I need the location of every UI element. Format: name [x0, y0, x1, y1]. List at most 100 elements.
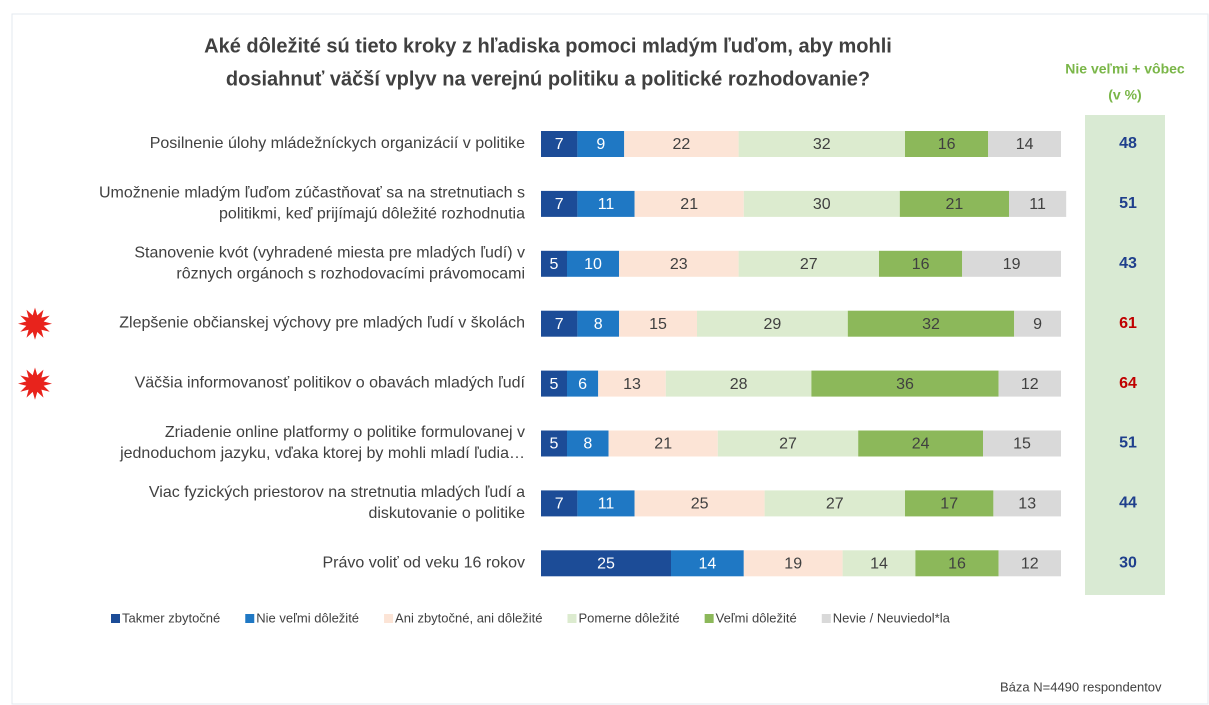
- side-column-value: 43: [1119, 255, 1137, 272]
- bar-segment: [764, 490, 905, 517]
- bar-value-label: 13: [1018, 496, 1036, 513]
- bar-value-label: 9: [1033, 316, 1042, 333]
- legend-swatch: [821, 614, 831, 623]
- bar-segment: [879, 250, 963, 277]
- bar-segment: [905, 131, 989, 157]
- bar-value-label: 5: [550, 376, 559, 393]
- bar-segment: [899, 190, 1009, 217]
- side-column-title: Nie veľmi + vôbec: [1065, 61, 1185, 77]
- bar-value-label: 15: [649, 316, 667, 333]
- bar-value-label: 12: [1021, 556, 1039, 573]
- bar-segment: [671, 550, 744, 577]
- bar-segment: [577, 131, 625, 157]
- bar-value-label: 15: [1013, 436, 1031, 453]
- bar-segment: [858, 430, 983, 457]
- legend-label: Takmer zbytočné: [122, 610, 220, 625]
- legend-label: Ani zbytočné, ani dôležité: [395, 610, 542, 625]
- bar-segment: [1009, 190, 1067, 217]
- bar-segment: [998, 550, 1061, 577]
- bar-segment: [541, 430, 567, 457]
- legend-swatch: [245, 614, 255, 623]
- bar-segment: [634, 190, 744, 217]
- highlight-star: [18, 367, 52, 400]
- bar-value-label: 7: [555, 136, 564, 153]
- legend-swatch: [111, 614, 120, 623]
- bar-segment: [842, 550, 916, 577]
- bar-value-label: 14: [1016, 136, 1034, 153]
- bar-value-label: 8: [594, 316, 603, 333]
- category-label: Právo voliť od veku 16 rokov: [322, 555, 525, 572]
- legend-label: Veľmi dôležité: [716, 610, 797, 625]
- side-column-value: 61: [1119, 315, 1137, 332]
- side-column-value: 51: [1119, 195, 1137, 212]
- bar-segment: [915, 550, 999, 577]
- bar-value-label: 13: [623, 376, 641, 393]
- legend-label: Pomerne dôležité: [578, 610, 679, 625]
- bar-segment: [619, 250, 739, 277]
- side-column-value: 44: [1119, 495, 1137, 512]
- bar-segment: [541, 310, 578, 337]
- bar-value-label: 5: [550, 256, 559, 273]
- footnote: Báza N=4490 respondentov: [1000, 679, 1162, 694]
- bar-segment: [697, 310, 848, 337]
- bar-segment: [541, 370, 567, 397]
- bar-value-label: 21: [946, 196, 964, 213]
- category-label: Väčšia informovanosť politikov o obavách…: [135, 375, 526, 392]
- side-column-value: 51: [1119, 435, 1137, 452]
- bar-segment: [619, 310, 697, 337]
- bar-segment: [541, 490, 578, 517]
- bar-segment: [567, 430, 609, 457]
- bar-value-label: 19: [1003, 256, 1021, 273]
- bar-segment: [541, 250, 567, 277]
- bar-value-label: 7: [555, 316, 564, 333]
- bar-value-label: 25: [691, 496, 709, 513]
- bar-value-label: 28: [730, 376, 748, 393]
- bar-segment: [998, 370, 1061, 397]
- bar-value-label: 7: [555, 496, 564, 513]
- bar-value-label: 11: [598, 196, 615, 213]
- bar-segment: [541, 550, 671, 577]
- bar-value-label: 21: [680, 196, 698, 213]
- bar-segment: [738, 131, 905, 157]
- bar-segment: [988, 131, 1061, 157]
- legend-label: Nie veľmi dôležité: [256, 610, 359, 625]
- bar-segment: [743, 190, 900, 217]
- bar-segment: [743, 550, 843, 577]
- bar-value-label: 27: [826, 496, 844, 513]
- category-label: Zriadenie online platformy o politike fo…: [119, 424, 525, 462]
- category-label: Zlepšenie občianskej výchovy pre mladých…: [119, 315, 525, 332]
- bar-value-label: 27: [800, 256, 818, 273]
- legend-swatch: [704, 614, 714, 623]
- bar-segment: [634, 490, 765, 517]
- bar-segment: [962, 250, 1061, 277]
- bar-segment: [541, 131, 578, 157]
- bar-value-label: 14: [870, 556, 888, 573]
- side-column-value: 48: [1119, 135, 1137, 152]
- bar-segment: [598, 370, 666, 397]
- bar-value-label: 6: [578, 376, 587, 393]
- category-label: Posilnenie úlohy mládežníckych organizác…: [150, 135, 525, 152]
- bar-segment: [608, 430, 718, 457]
- bar-value-label: 8: [583, 436, 592, 453]
- bar-segment: [577, 310, 619, 337]
- bar-value-label: 22: [673, 136, 691, 153]
- bar-value-label: 16: [912, 256, 930, 273]
- category-label: Umožnenie mladým ľuďom zúčastňovať sa na…: [99, 185, 525, 223]
- bar-segment: [811, 370, 999, 397]
- side-column-bg: [1085, 115, 1165, 595]
- bar-value-label: 29: [764, 316, 782, 333]
- bar-value-label: 5: [550, 436, 559, 453]
- bar-value-label: 36: [896, 376, 914, 393]
- legend-swatch: [567, 614, 577, 623]
- bar-value-label: 32: [813, 136, 831, 153]
- bar-segment: [717, 430, 859, 457]
- legend-swatch: [384, 614, 394, 623]
- bar-segment: [665, 370, 812, 397]
- bar-segment: [541, 190, 578, 217]
- legend-label: Nevie / Neuviedol*la: [833, 610, 951, 625]
- side-column-value: 30: [1119, 555, 1137, 572]
- bar-value-label: 25: [597, 556, 615, 573]
- frame: [11, 13, 1209, 705]
- bar-value-label: 16: [938, 136, 956, 153]
- bar-segment: [847, 310, 1015, 337]
